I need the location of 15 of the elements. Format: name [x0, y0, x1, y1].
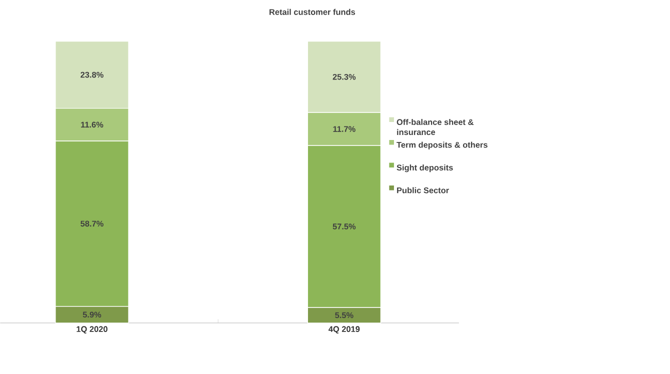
data-label: 11.7%	[333, 126, 356, 132]
data-label: 25.3%	[332, 74, 356, 80]
data-label: 11.6%	[81, 122, 104, 128]
data-label: 57.5%	[332, 223, 356, 230]
legend-label: Public Sector	[397, 187, 449, 194]
x-tick-label: 4Q 2019	[328, 326, 360, 334]
data-label: 5.5%	[335, 312, 354, 318]
chart-title: Retail customer funds	[270, 8, 356, 15]
data-label: 58.7%	[80, 220, 104, 226]
data-label: 5.9%	[82, 312, 102, 318]
legend-label: Term deposits & others	[396, 142, 488, 150]
legend-label: Sight deposits	[396, 164, 453, 172]
data-label: 23.8%	[80, 72, 104, 78]
x-tick-label: 1Q 2020	[76, 326, 108, 334]
legend-label: Off-balance sheet & insurance	[396, 118, 474, 135]
